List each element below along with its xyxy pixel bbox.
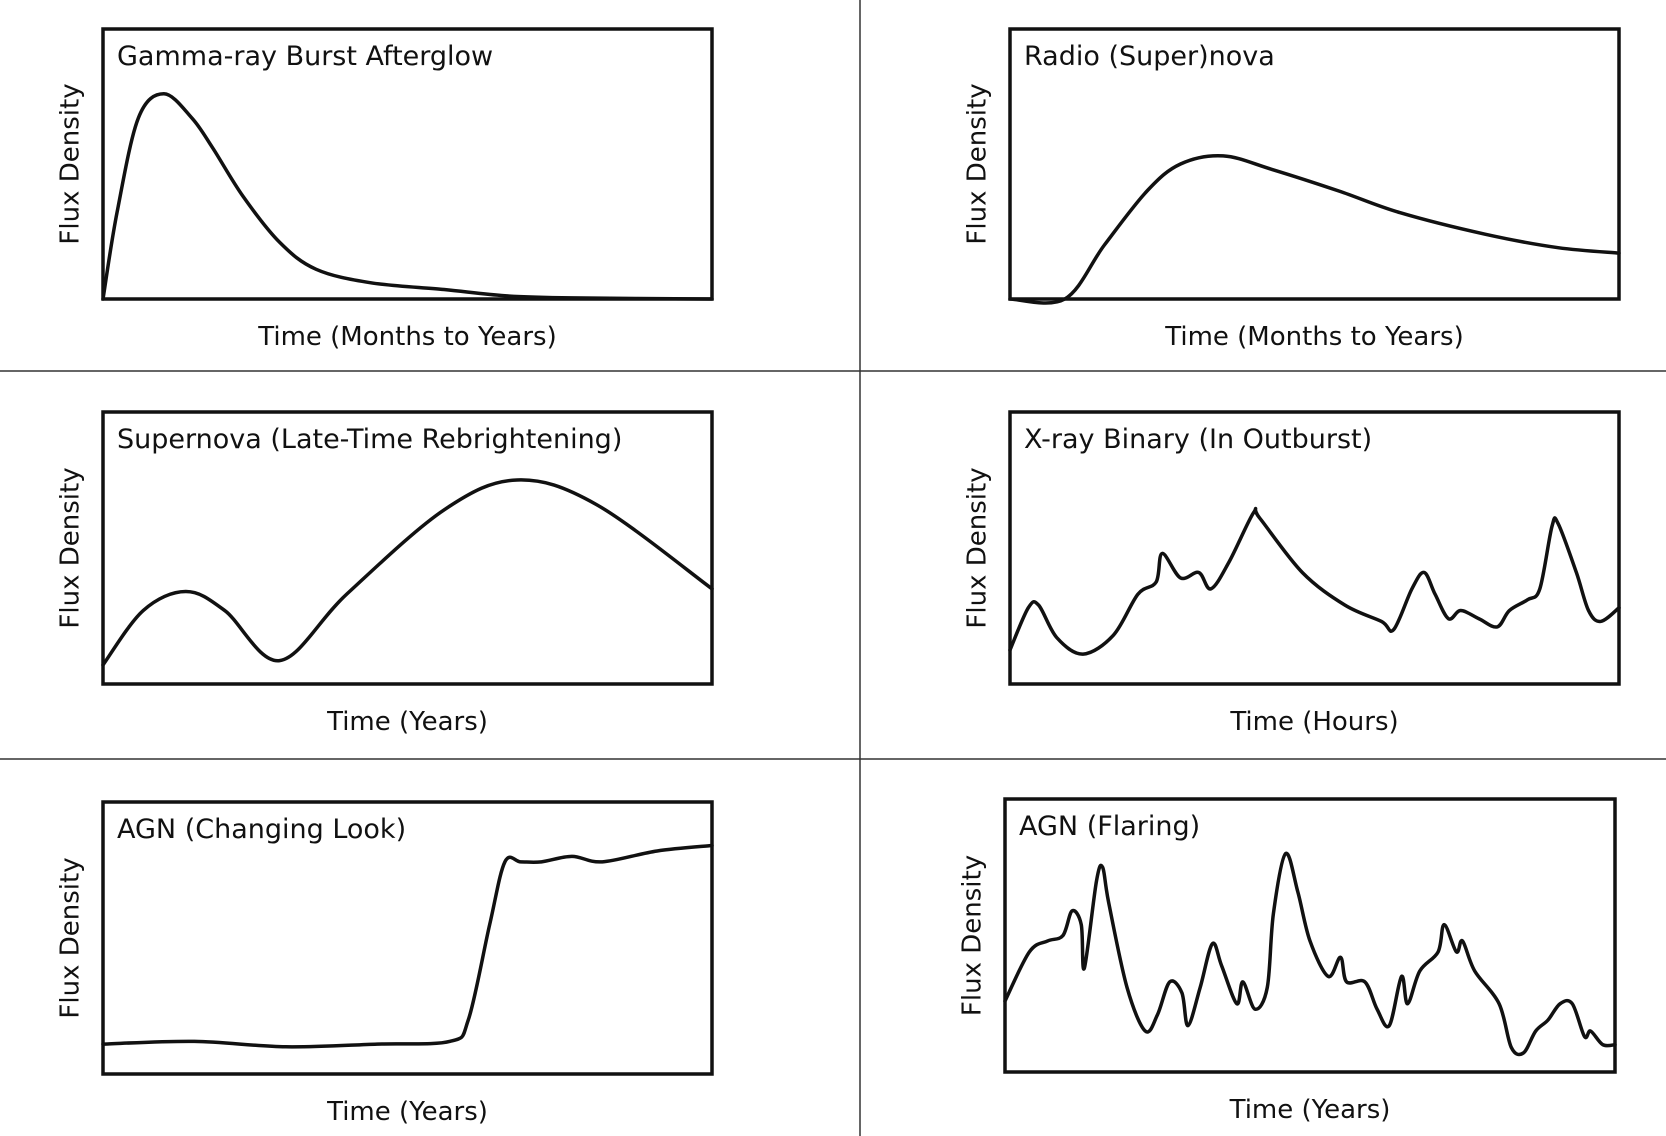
plot-frame bbox=[101, 800, 714, 1076]
x-axis-label: Time (Years) bbox=[326, 707, 488, 737]
y-axis-label: Flux Density bbox=[963, 467, 993, 628]
plot-frame bbox=[1003, 797, 1617, 1074]
plot-frame bbox=[101, 410, 714, 686]
chart-title: Gamma-ray Burst Afterglow bbox=[117, 41, 493, 72]
flux-curve bbox=[101, 843, 714, 1049]
x-axis-label: Time (Hours) bbox=[1229, 707, 1398, 737]
flux-curve bbox=[1003, 851, 1617, 1057]
x-axis-label: Time (Months to Years) bbox=[1164, 322, 1463, 352]
chart-panel-5: AGN (Changing Look) Time (Years) Flux Dens… bbox=[56, 800, 714, 1127]
plot-frame bbox=[1008, 27, 1621, 301]
y-axis-label: Flux Density bbox=[963, 83, 993, 244]
flux-curve bbox=[101, 92, 714, 301]
chart-panel-2: Radio (Super)nova Time (Months to Years) F… bbox=[963, 27, 1621, 352]
flux-curve bbox=[1008, 154, 1621, 305]
chart-title: X-ray Binary (In Outburst) bbox=[1024, 424, 1372, 455]
chart-panel-1: Gamma-ray Burst Afterglow Time (Months to… bbox=[56, 27, 714, 352]
y-axis-label: Flux Density bbox=[56, 83, 86, 244]
chart-title: AGN (Flaring) bbox=[1019, 811, 1200, 842]
chart-panel-3: Supernova (Late-Time Rebrightening) Time … bbox=[56, 410, 714, 737]
x-axis-label: Time (Years) bbox=[1229, 1095, 1391, 1125]
chart-panel-4: X-ray Binary (In Outburst) Time (Hours) Fl… bbox=[963, 410, 1621, 737]
chart-panel-6: AGN (Flaring) Time (Years) Flux Density bbox=[958, 797, 1617, 1125]
y-axis-label: Flux Density bbox=[56, 857, 86, 1018]
flux-curve bbox=[1008, 506, 1621, 656]
chart-title: AGN (Changing Look) bbox=[117, 814, 406, 845]
y-axis-label: Flux Density bbox=[56, 467, 86, 628]
chart-title: Supernova (Late-Time Rebrightening) bbox=[117, 424, 622, 455]
x-axis-label: Time (Months to Years) bbox=[257, 322, 556, 352]
chart-title: Radio (Super)nova bbox=[1024, 41, 1275, 72]
x-axis-label: Time (Years) bbox=[326, 1097, 488, 1127]
plot-frame bbox=[1008, 410, 1621, 686]
plot-frame bbox=[101, 27, 714, 301]
flux-curve bbox=[101, 478, 714, 667]
y-axis-label: Flux Density bbox=[958, 855, 988, 1016]
